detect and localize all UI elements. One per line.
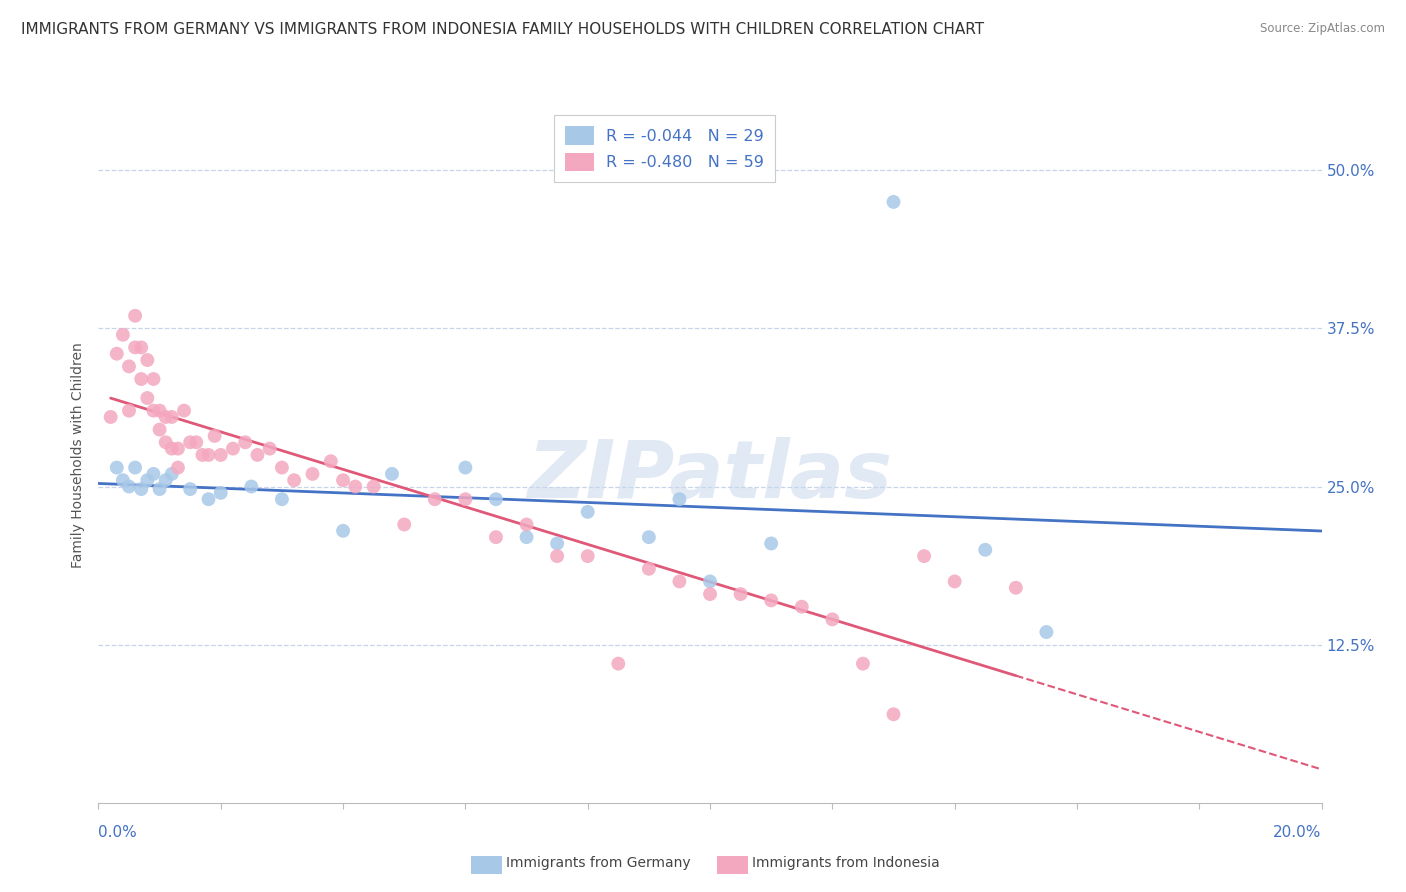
Point (149, 423, 172, 437)
Point (576, 549, 599, 563)
Point (516, 530, 538, 544)
Point (485, 530, 508, 544)
Point (136, 391, 159, 405)
Text: Immigrants from Germany: Immigrants from Germany (506, 855, 690, 870)
Point (129, 372, 152, 386)
Point (363, 479, 385, 493)
Point (381, 467, 404, 481)
Point (124, 460, 146, 475)
Point (392, 517, 416, 532)
Point (259, 442, 281, 456)
Point (118, 359, 141, 374)
Point (179, 482, 201, 496)
Text: IMMIGRANTS FROM GERMANY VS IMMIGRANTS FROM INDONESIA FAMILY HOUSEHOLDS WITH CHIL: IMMIGRANTS FROM GERMANY VS IMMIGRANTS FR… (21, 22, 984, 37)
Point (576, 505, 599, 519)
Point (105, 460, 128, 475)
Point (124, 309, 146, 323)
Point (319, 454, 342, 468)
Point (118, 403, 141, 417)
Text: Source: ZipAtlas.com: Source: ZipAtlas.com (1260, 22, 1385, 36)
Point (699, 587, 721, 601)
Point (1035, 625, 1057, 640)
Point (332, 524, 354, 538)
Point (546, 536, 568, 550)
Point (100, 409, 122, 424)
Point (546, 549, 568, 563)
Point (142, 372, 165, 386)
Point (142, 467, 165, 481)
Point (124, 340, 146, 354)
Point (149, 403, 172, 417)
Point (821, 612, 844, 626)
Point (129, 482, 152, 496)
Point (637, 562, 661, 576)
Point (974, 542, 997, 557)
Point (883, 194, 905, 209)
Point (607, 657, 630, 671)
Text: ZIPatlas: ZIPatlas (527, 437, 893, 515)
Text: 20.0%: 20.0% (1274, 825, 1322, 840)
Point (142, 403, 165, 417)
Point (173, 403, 195, 417)
Point (759, 593, 782, 607)
Point (204, 429, 226, 443)
Point (485, 492, 508, 507)
Point (160, 467, 183, 481)
Point (283, 473, 305, 487)
Point (943, 574, 966, 589)
Text: 0.0%: 0.0% (98, 825, 138, 840)
Point (759, 536, 782, 550)
Point (105, 347, 128, 361)
Point (155, 435, 177, 450)
Point (136, 473, 159, 487)
Point (454, 460, 477, 475)
Point (111, 327, 134, 342)
Point (240, 479, 263, 493)
Point (454, 492, 477, 507)
Point (191, 448, 214, 462)
Point (699, 574, 721, 589)
Point (912, 549, 935, 563)
Point (246, 448, 269, 462)
Point (730, 587, 752, 601)
Point (790, 599, 813, 614)
Point (118, 479, 141, 493)
Point (301, 467, 323, 481)
Text: Immigrants from Indonesia: Immigrants from Indonesia (752, 855, 941, 870)
Point (1004, 581, 1026, 595)
Point (668, 492, 690, 507)
Point (852, 657, 875, 671)
Point (344, 479, 367, 493)
Point (883, 707, 905, 722)
Point (332, 473, 354, 487)
Point (270, 460, 292, 475)
Point (136, 353, 159, 368)
Point (111, 473, 134, 487)
Point (668, 574, 690, 589)
Point (160, 442, 183, 456)
Y-axis label: Family Households with Children: Family Households with Children (72, 342, 86, 568)
Point (167, 460, 190, 475)
Point (516, 517, 538, 532)
Point (233, 435, 256, 450)
Point (197, 492, 219, 507)
Point (222, 442, 245, 456)
Point (167, 442, 190, 456)
Point (179, 435, 201, 450)
Point (155, 473, 177, 487)
Point (637, 530, 661, 544)
Point (186, 435, 208, 450)
Point (270, 492, 292, 507)
Point (160, 409, 183, 424)
Point (423, 492, 446, 507)
Point (197, 448, 219, 462)
Legend: R = -0.044   N = 29, R = -0.480   N = 59: R = -0.044 N = 29, R = -0.480 N = 59 (554, 115, 776, 182)
Point (209, 486, 232, 500)
Point (155, 409, 177, 424)
Point (149, 482, 172, 496)
Point (209, 448, 232, 462)
Point (129, 340, 152, 354)
